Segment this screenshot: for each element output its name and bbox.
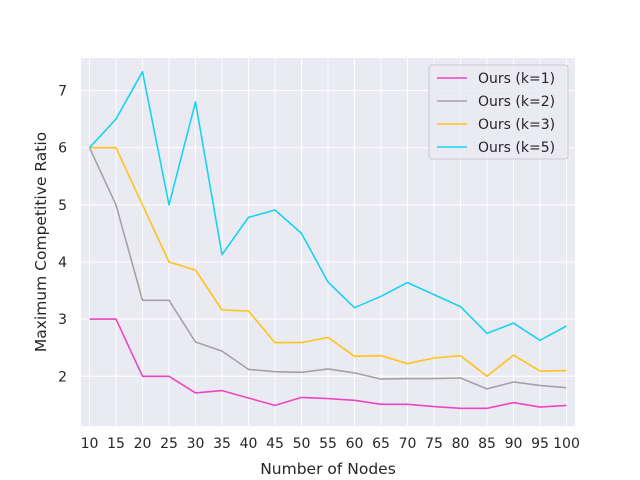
x-tick-label: 75 bbox=[425, 436, 443, 452]
x-axis-label: Number of Nodes bbox=[260, 460, 396, 478]
y-tick-label: 3 bbox=[58, 312, 67, 328]
legend-label: Ours (k=3) bbox=[478, 117, 555, 133]
y-axis-label: Maximum Competitive Ratio bbox=[32, 132, 50, 352]
y-tick-label: 5 bbox=[58, 198, 67, 214]
x-tick-label: 85 bbox=[478, 436, 496, 452]
x-tick-label: 35 bbox=[213, 436, 231, 452]
series-lines bbox=[88, 70, 567, 410]
legend-label: Ours (k=2) bbox=[478, 94, 555, 110]
x-tick-label: 55 bbox=[319, 436, 337, 452]
y-tick-label: 4 bbox=[58, 255, 67, 271]
x-tick-label: 40 bbox=[240, 436, 258, 452]
y-tick-label: 6 bbox=[58, 141, 67, 157]
x-tick-label: 50 bbox=[293, 436, 311, 452]
x-tick-label: 65 bbox=[372, 436, 390, 452]
x-tick-label: 70 bbox=[399, 436, 417, 452]
x-tick-label: 20 bbox=[134, 436, 152, 452]
x-tick-label: 45 bbox=[266, 436, 284, 452]
series-line bbox=[89, 318, 567, 410]
y-tick-label: 7 bbox=[58, 84, 67, 100]
x-tick-label: 10 bbox=[81, 436, 99, 452]
series-line bbox=[89, 146, 567, 378]
x-tick-label: 80 bbox=[452, 436, 470, 452]
x-tick-label: 95 bbox=[531, 436, 549, 452]
x-tick-label: 90 bbox=[505, 436, 523, 452]
legend-label: Ours (k=5) bbox=[478, 140, 555, 156]
x-tick-labels: 10 15 20 25 30 35 40 45 50 55 60 65 70 75 80 85 90 95 100 bbox=[81, 436, 580, 452]
series-line bbox=[88, 147, 567, 390]
x-tick-label: 30 bbox=[187, 436, 205, 452]
legend-box bbox=[428, 64, 569, 160]
x-tick-label: 15 bbox=[107, 436, 125, 452]
x-tick-label: 25 bbox=[160, 436, 178, 452]
x-tick-label: 100 bbox=[553, 436, 580, 452]
grid-lines bbox=[81, 58, 575, 426]
y-tick-label: 2 bbox=[58, 369, 67, 385]
y-tick-labels: 2 3 4 5 6 7 bbox=[58, 84, 67, 386]
legend-label: Ours (k=1) bbox=[478, 71, 555, 87]
legend: Ours (k=1) Ours (k=2) Ours (k=3) Ours (k=5) bbox=[428, 64, 569, 160]
x-tick-label: 60 bbox=[346, 436, 364, 452]
series-line bbox=[88, 70, 567, 342]
